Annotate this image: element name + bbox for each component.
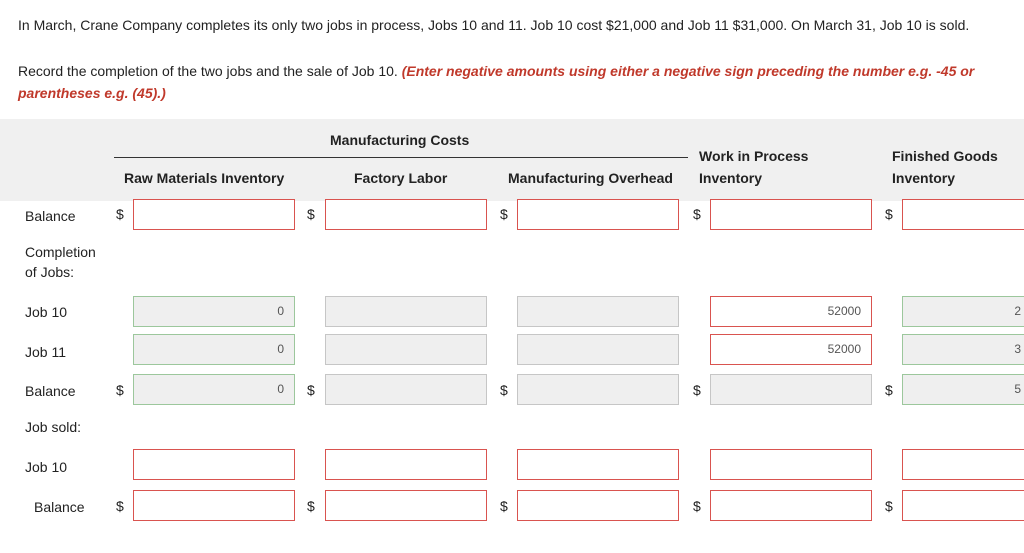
sold-job10-manufacturing-overhead-input[interactable] xyxy=(517,449,679,480)
job11-manufacturing-overhead-input[interactable] xyxy=(517,334,679,365)
job10-factory-labor-input[interactable] xyxy=(325,296,487,327)
balance-manufacturing-overhead-input[interactable] xyxy=(517,199,679,230)
currency-sign: $ xyxy=(116,382,124,398)
job10-finished-goods-input[interactable]: 2 xyxy=(902,296,1024,327)
balance2-wip-input[interactable] xyxy=(710,374,872,405)
balance3-finished-goods-input[interactable] xyxy=(902,490,1024,521)
col-header-wip-line1: Work in Process xyxy=(699,148,809,164)
currency-sign: $ xyxy=(500,206,508,222)
currency-sign: $ xyxy=(307,382,315,398)
col-header-raw-materials: Raw Materials Inventory xyxy=(124,170,285,186)
row-label-ending-balance: Balance xyxy=(34,499,85,515)
row-label-job10: Job 10 xyxy=(25,304,68,320)
col-header-factory-labor: Factory Labor xyxy=(354,170,448,186)
balance2-finished-goods-input[interactable]: 5 xyxy=(902,374,1024,405)
row-label-job-sold: Job sold: xyxy=(25,419,82,435)
col-header-wip-line2: Inventory xyxy=(699,170,763,186)
row-label-balance: Balance xyxy=(25,208,76,224)
sold-job10-raw-materials-input[interactable] xyxy=(133,449,295,480)
currency-sign: $ xyxy=(885,206,893,222)
instruction-text: Record the completion of the two jobs an… xyxy=(18,60,1013,104)
currency-sign: $ xyxy=(116,206,124,222)
job11-wip-input[interactable]: 52000 xyxy=(710,334,872,365)
col-header-fg-line2: Inventory xyxy=(892,170,956,186)
sold-job10-factory-labor-input[interactable] xyxy=(325,449,487,480)
sold-job10-finished-goods-input[interactable] xyxy=(902,449,1024,480)
job11-finished-goods-input[interactable]: 3 xyxy=(902,334,1024,365)
currency-sign: $ xyxy=(885,382,893,398)
row-label-job10-sold: Job 10 xyxy=(25,459,68,475)
balance-raw-materials-input[interactable] xyxy=(133,199,295,230)
currency-sign: $ xyxy=(693,206,701,222)
currency-sign: $ xyxy=(307,206,315,222)
row-label-balance-after-completion: Balance xyxy=(25,383,76,399)
balance2-raw-materials-input[interactable]: 0 xyxy=(133,374,295,405)
currency-sign: $ xyxy=(500,498,508,514)
balance2-factory-labor-input[interactable] xyxy=(325,374,487,405)
manufacturing-costs-rule xyxy=(114,157,688,158)
balance3-manufacturing-overhead-input[interactable] xyxy=(517,490,679,521)
currency-sign: $ xyxy=(693,382,701,398)
currency-sign: $ xyxy=(693,498,701,514)
balance3-factory-labor-input[interactable] xyxy=(325,490,487,521)
balance-factory-labor-input[interactable] xyxy=(325,199,487,230)
currency-sign: $ xyxy=(307,498,315,514)
manufacturing-costs-header: Manufacturing Costs xyxy=(330,132,470,148)
currency-sign: $ xyxy=(500,382,508,398)
job10-raw-materials-input[interactable]: 0 xyxy=(133,296,295,327)
col-header-fg-line1: Finished Goods xyxy=(892,148,998,164)
balance3-raw-materials-input[interactable] xyxy=(133,490,295,521)
currency-sign: $ xyxy=(116,498,124,514)
job10-manufacturing-overhead-input[interactable] xyxy=(517,296,679,327)
balance2-manufacturing-overhead-input[interactable] xyxy=(517,374,679,405)
job10-wip-input[interactable]: 52000 xyxy=(710,296,872,327)
job11-raw-materials-input[interactable]: 0 xyxy=(133,334,295,365)
currency-sign: $ xyxy=(885,498,893,514)
sold-job10-wip-input[interactable] xyxy=(710,449,872,480)
col-header-manufacturing-overhead: Manufacturing Overhead xyxy=(508,170,673,186)
table-header-band xyxy=(0,119,1024,201)
row-label-job11: Job 11 xyxy=(25,344,66,360)
problem-statement: In March, Crane Company completes its on… xyxy=(18,17,970,33)
instruction-note: (Enter negative amounts using either a n… xyxy=(18,63,975,101)
job11-factory-labor-input[interactable] xyxy=(325,334,487,365)
row-label-of-jobs: of Jobs: xyxy=(25,264,75,280)
balance3-wip-input[interactable] xyxy=(710,490,872,521)
balance-wip-input[interactable] xyxy=(710,199,872,230)
balance-finished-goods-input[interactable] xyxy=(902,199,1024,230)
row-label-completion: Completion xyxy=(25,244,96,260)
instruction-main: Record the completion of the two jobs an… xyxy=(18,63,402,79)
